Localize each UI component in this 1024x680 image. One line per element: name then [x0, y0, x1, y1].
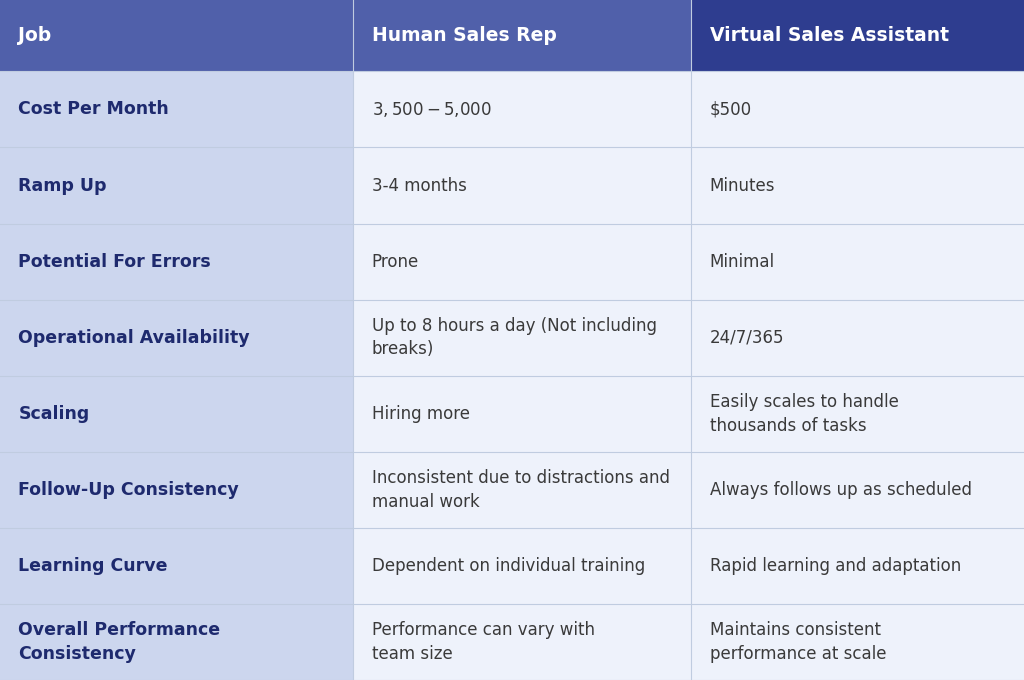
Text: Minimal: Minimal — [710, 252, 775, 271]
Text: Learning Curve: Learning Curve — [18, 557, 168, 575]
Text: Always follows up as scheduled: Always follows up as scheduled — [710, 481, 972, 499]
Bar — [691, 604, 1024, 680]
Text: Scaling: Scaling — [18, 405, 90, 423]
Bar — [691, 0, 1024, 71]
Bar — [353, 300, 691, 375]
Text: Overall Performance
Consistency: Overall Performance Consistency — [18, 621, 220, 663]
Bar — [0, 148, 353, 224]
Bar — [0, 300, 353, 375]
Bar — [0, 604, 353, 680]
Bar — [353, 71, 691, 148]
Bar — [0, 452, 353, 528]
Bar — [691, 71, 1024, 148]
Text: Up to 8 hours a day (Not including
breaks): Up to 8 hours a day (Not including break… — [372, 317, 656, 358]
Text: Prone: Prone — [372, 252, 419, 271]
Bar — [0, 528, 353, 604]
Text: Ramp Up: Ramp Up — [18, 177, 106, 194]
Bar — [353, 375, 691, 452]
Text: Dependent on individual training: Dependent on individual training — [372, 557, 645, 575]
Bar — [691, 528, 1024, 604]
Bar — [691, 148, 1024, 224]
Text: Rapid learning and adaptation: Rapid learning and adaptation — [710, 557, 961, 575]
Text: Follow-Up Consistency: Follow-Up Consistency — [18, 481, 240, 499]
Bar — [691, 300, 1024, 375]
Text: $3,500 - $5,000: $3,500 - $5,000 — [372, 100, 492, 119]
Text: Inconsistent due to distractions and
manual work: Inconsistent due to distractions and man… — [372, 469, 670, 511]
Text: Hiring more: Hiring more — [372, 405, 470, 423]
Text: Potential For Errors: Potential For Errors — [18, 252, 211, 271]
Bar — [0, 375, 353, 452]
Text: Maintains consistent
performance at scale: Maintains consistent performance at scal… — [710, 621, 886, 663]
Text: Performance can vary with
team size: Performance can vary with team size — [372, 621, 595, 663]
Text: Job: Job — [18, 27, 51, 45]
Bar — [353, 148, 691, 224]
Text: Human Sales Rep: Human Sales Rep — [372, 27, 557, 45]
Bar — [0, 0, 353, 71]
Bar — [353, 0, 691, 71]
Bar — [353, 604, 691, 680]
Bar — [691, 452, 1024, 528]
Bar — [691, 224, 1024, 300]
Bar — [0, 224, 353, 300]
Text: $500: $500 — [710, 101, 752, 118]
Text: Minutes: Minutes — [710, 177, 775, 194]
Text: 3-4 months: 3-4 months — [372, 177, 467, 194]
Text: 24/7/365: 24/7/365 — [710, 328, 784, 347]
Bar — [353, 528, 691, 604]
Bar — [353, 452, 691, 528]
Text: Virtual Sales Assistant: Virtual Sales Assistant — [710, 27, 948, 45]
Text: Cost Per Month: Cost Per Month — [18, 101, 169, 118]
Text: Operational Availability: Operational Availability — [18, 328, 250, 347]
Bar — [691, 375, 1024, 452]
Bar — [353, 224, 691, 300]
Bar — [0, 71, 353, 148]
Text: Easily scales to handle
thousands of tasks: Easily scales to handle thousands of tas… — [710, 393, 898, 435]
